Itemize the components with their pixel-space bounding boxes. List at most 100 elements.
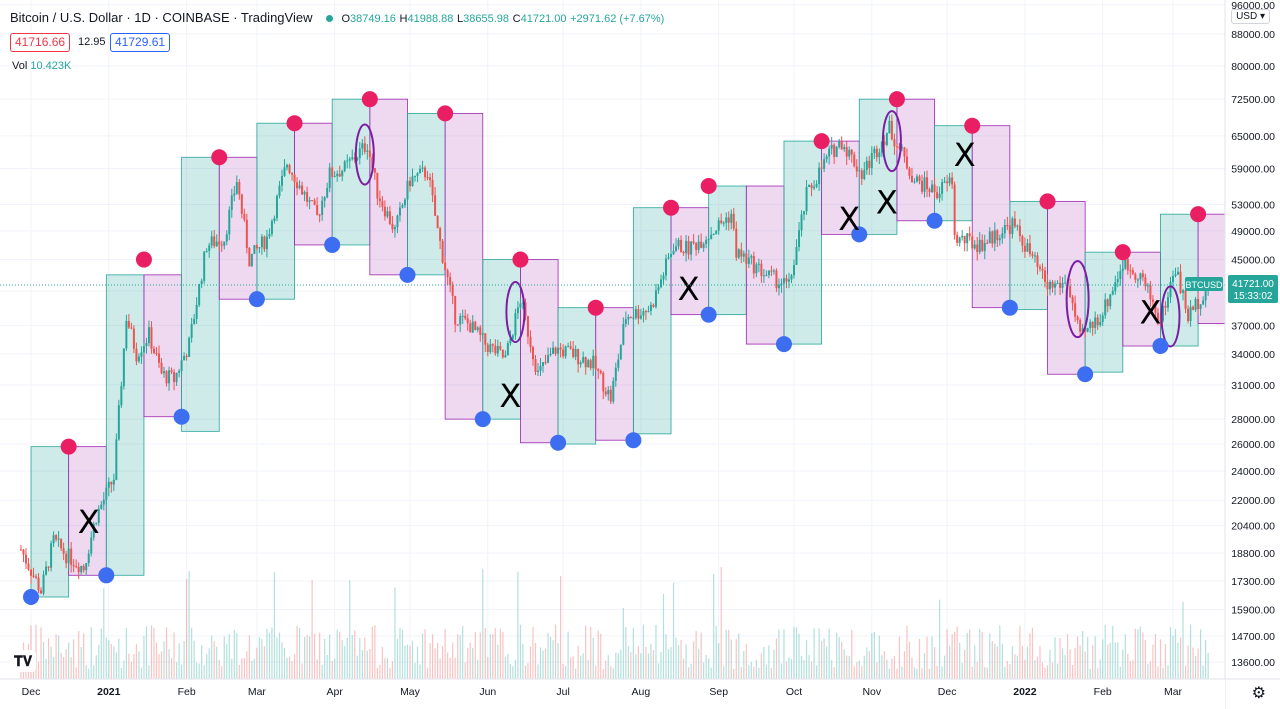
volume-bar [306, 635, 308, 679]
range-box [1009, 200, 1048, 310]
candle-body [27, 563, 30, 570]
volume-bar [1152, 644, 1154, 679]
volume-bar [449, 657, 451, 679]
candle-body [1081, 328, 1084, 332]
candle-body [946, 181, 949, 184]
volume-bar [600, 633, 602, 679]
candle-body [175, 372, 178, 383]
candle-body [609, 389, 612, 402]
candle-body [634, 309, 637, 318]
candle-body [722, 222, 725, 224]
candle-body [190, 324, 193, 338]
candle-body [180, 360, 183, 371]
volume-bar [570, 657, 572, 679]
volume-bar [78, 631, 80, 679]
candle-body [685, 240, 688, 254]
candle-body [60, 538, 63, 549]
volume-bar [193, 640, 195, 679]
peak-marker [60, 438, 77, 455]
buy-price-button[interactable]: 41729.61 [110, 33, 171, 52]
candle-body [665, 258, 668, 276]
price-tick-label: 49000.00 [1231, 226, 1275, 238]
volume-bar [768, 645, 770, 679]
peak-marker [1190, 206, 1207, 223]
time-axis[interactable] [0, 679, 1225, 709]
candle-body [42, 574, 45, 594]
volume-bar [364, 637, 366, 679]
volume-bar [98, 644, 100, 679]
volume-bar [974, 645, 976, 679]
gear-icon[interactable]: ⚙ [1251, 685, 1266, 702]
trough-marker [775, 336, 792, 353]
candle-body [489, 344, 492, 352]
candle-body [155, 352, 158, 354]
volume-bar [1142, 632, 1144, 679]
volume-bar [1082, 630, 1084, 679]
candle-body [1114, 282, 1117, 292]
candle-body [100, 504, 103, 509]
time-tick-label: Nov [862, 686, 881, 698]
volume-bar [386, 657, 389, 679]
volume-bar [512, 666, 514, 679]
volume-bar [698, 648, 700, 679]
volume-bar [680, 639, 682, 679]
candle-body [268, 233, 271, 237]
candle-body [376, 172, 379, 199]
volume-bar [439, 658, 441, 679]
volume-bar [241, 658, 243, 679]
candle-body [833, 144, 836, 157]
candle-body [321, 200, 324, 216]
candle-body [873, 148, 876, 154]
volume-bar [1034, 660, 1036, 679]
candle-body [426, 177, 429, 179]
price-tick-label: 65000.00 [1231, 131, 1275, 143]
volume-bar [971, 666, 973, 679]
candle-body [150, 327, 153, 349]
candle-body [991, 231, 994, 244]
currency-selector[interactable]: USD ▾ [1231, 9, 1270, 24]
price-tick-label: 15900.00 [1231, 604, 1275, 616]
volume-bar [941, 666, 943, 679]
candle-body [617, 359, 620, 368]
volume-bar [221, 665, 223, 679]
candle-body [554, 347, 557, 354]
peak-marker [361, 91, 378, 108]
volume-bar [893, 656, 896, 679]
volume-bar [25, 665, 27, 679]
volume-bar [1147, 664, 1149, 679]
trough-marker [173, 408, 190, 425]
candle-body [386, 211, 389, 217]
price-axis[interactable] [1225, 0, 1280, 709]
candle-body [40, 590, 43, 594]
candle-body [403, 199, 406, 206]
candle-body [910, 175, 913, 183]
volume-bar [467, 648, 469, 679]
volume-bar [203, 665, 205, 679]
candle-body [393, 227, 396, 230]
candle-body [117, 405, 120, 440]
volume-bar [191, 627, 193, 679]
price-tick-label: 88000.00 [1231, 29, 1275, 41]
volume-bar [437, 643, 439, 679]
volume-bar [1104, 625, 1106, 679]
candle-body [890, 120, 893, 140]
volume-bar [1197, 648, 1199, 679]
candle-body [429, 177, 432, 181]
volume-bar [655, 624, 657, 679]
range-box [369, 98, 408, 276]
tradingview-logo-icon[interactable]: 𝐓𝐕 [10, 650, 36, 672]
volume-bar [657, 663, 660, 679]
range-box [181, 156, 220, 432]
volume-bar [597, 630, 599, 679]
high-label: H [399, 13, 408, 25]
candle-body [449, 276, 452, 286]
volume-bar [565, 666, 567, 679]
candle-body [848, 149, 851, 157]
volume-bar [361, 650, 363, 679]
candle-body [584, 357, 587, 368]
sell-price-button[interactable]: 41716.66 [10, 33, 71, 52]
volume-bar [472, 648, 474, 679]
volume-bar [587, 659, 589, 679]
